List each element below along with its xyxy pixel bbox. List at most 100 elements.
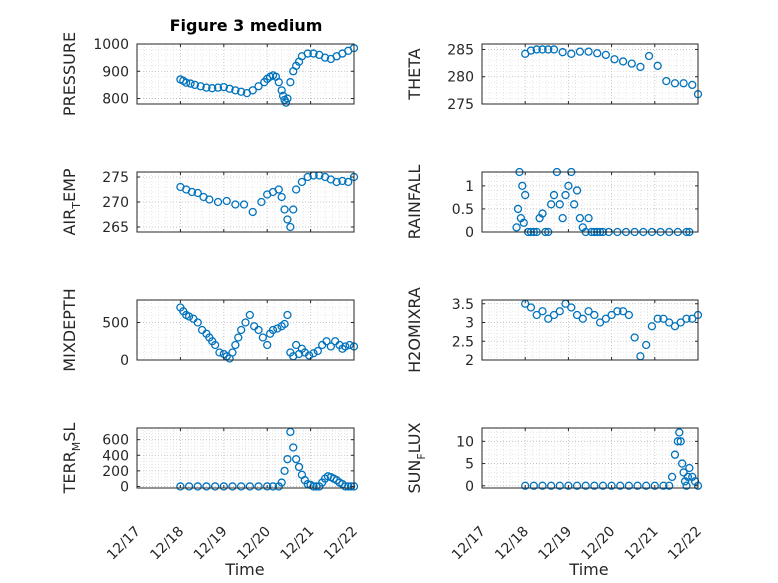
axes-frame [481,171,699,233]
data-point [263,340,272,350]
data-point [322,337,331,346]
data-point [305,351,314,360]
data-point [222,196,231,206]
y-tick-label: 2 [465,353,474,369]
data-point [294,462,304,472]
data-point [618,307,628,316]
x-axis-label-right: Time [568,560,608,579]
data-point [346,482,356,491]
data-point [675,428,684,437]
axes-frame [136,299,355,361]
data-point [642,481,651,490]
axes-frame [481,427,699,489]
x-tick-label: 12/19 [191,524,231,564]
y-tick-label: 400 [102,448,129,464]
data-point [575,47,585,56]
data-point [326,342,336,351]
data-point [193,188,202,198]
data-point [538,481,547,490]
x-tick-label: 12/17 [104,524,144,564]
data-point [538,307,547,316]
data-point [670,79,680,88]
data-point [205,195,214,204]
data-point [567,49,576,58]
data-point [561,190,570,200]
data-point [283,215,292,224]
y-tick-label: 0.5 [452,202,474,218]
data-point [590,481,599,490]
data-point [653,314,662,323]
data-point [567,303,576,312]
data-point [678,459,687,468]
data-point [546,481,556,490]
data-point [618,57,628,66]
subplot-pressure: 1000 900 800 PRESSURE [60,32,359,116]
data-point [187,187,197,197]
data-point [286,222,295,232]
data-point [636,62,645,72]
data-point [549,45,559,54]
data-point [268,482,278,491]
data-point [584,214,593,223]
data-point [283,455,292,464]
data-point [670,450,680,459]
data-point [303,172,312,182]
subplot-mixdepth: 500 0 MIXDEPTH [60,288,359,372]
x-tick-label: 12/20 [234,524,274,564]
data-point [278,91,288,100]
data-point [225,84,234,93]
data-point [248,207,257,217]
data-point [277,478,286,487]
y-tick-label: 0 [120,353,129,369]
data-point [213,83,223,92]
data-point [607,481,616,490]
data-point [268,325,278,335]
data-point [312,482,321,491]
y-axis-label: PRESSURE [60,32,79,116]
data-point [627,59,636,68]
data-point [538,45,547,54]
x-tick-label: 12/18 [147,524,187,564]
data-point [549,190,559,200]
data-point [237,482,246,491]
data-point [280,319,289,329]
y-tick-label: 2.5 [452,334,474,350]
data-point [245,310,254,320]
axes-frame [136,427,355,489]
data-point [254,482,263,491]
data-point [676,318,685,327]
data-point [182,78,191,87]
data-point [241,318,250,327]
y-tick-label: 265 [102,220,129,236]
data-point [280,466,289,476]
data-point [303,49,312,58]
data-point [344,177,353,187]
data-point [215,348,224,357]
data-point [549,310,559,320]
y-tick-label: 3.5 [452,297,474,313]
y-axis-label: AIRTEMP [60,168,83,235]
data-point [529,481,538,490]
data-point [512,223,521,232]
y-tick-label: 0 [465,479,474,495]
data-point [633,481,642,490]
data-point [682,481,691,490]
data-point [274,78,283,87]
data-point [196,82,205,91]
data-point [679,468,688,477]
y-tick-label: 5 [465,457,474,473]
data-point [219,82,228,92]
data-point [572,310,582,320]
y-tick-label: 270 [102,195,129,211]
data-point [555,200,564,209]
data-point [665,318,674,327]
data-point [676,437,685,446]
data-point [685,463,694,473]
data-point [277,192,286,202]
data-point [263,482,272,491]
data-point [570,200,579,209]
data-point [572,186,582,195]
data-point [555,481,564,490]
x-tick-label: 12/22 [665,524,705,564]
x-tick-label: 12/19 [535,524,575,564]
